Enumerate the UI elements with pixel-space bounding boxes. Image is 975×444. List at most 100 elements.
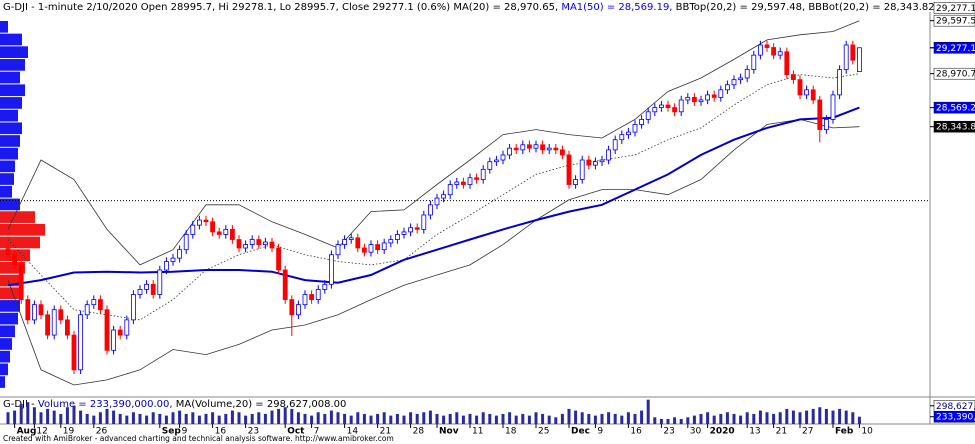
candle-body	[216, 231, 222, 235]
candle-body	[824, 119, 829, 130]
candle-body	[791, 74, 796, 81]
volume-bar	[712, 415, 716, 424]
x-tick-label: 18	[505, 427, 517, 437]
candle-body	[566, 154, 572, 185]
volume-bar	[587, 413, 591, 424]
candle-body	[111, 329, 116, 351]
candle-body	[857, 47, 862, 72]
candle-body	[797, 79, 803, 96]
x-tick-label: Feb	[835, 427, 854, 437]
overlay-line	[7, 20, 860, 266]
volume-bar	[151, 412, 155, 424]
volume-bar	[277, 408, 281, 424]
candle-body	[78, 314, 83, 371]
volume-profile-bar	[0, 376, 5, 388]
x-tick-label: 11	[472, 427, 483, 437]
candle-body	[328, 254, 334, 285]
candle-body	[467, 177, 473, 185]
volume-bar	[237, 412, 241, 424]
volume-bar	[739, 415, 743, 424]
candle-body	[269, 241, 275, 249]
candle-body	[427, 204, 433, 216]
candle-body	[124, 319, 130, 336]
x-tick-label: 9	[182, 427, 188, 437]
volume-bar	[250, 413, 254, 424]
candle-body	[672, 107, 677, 113]
volume-profile-bar	[0, 97, 22, 109]
candle-body	[335, 244, 341, 256]
x-tick-label: 21	[380, 427, 391, 437]
x-tick-label: Sep	[162, 427, 182, 437]
x-tick-label: 16	[215, 427, 227, 437]
candle-body	[711, 94, 717, 98]
x-tick-label: 28	[413, 427, 425, 437]
volume-bar	[560, 413, 564, 424]
volume-bar	[844, 410, 848, 424]
candle-body	[58, 309, 64, 321]
volume-bar	[640, 410, 644, 424]
volume-profile-bar	[0, 46, 28, 59]
volume-bar	[125, 415, 129, 424]
candle-body	[45, 314, 50, 336]
volume-bar	[349, 415, 353, 424]
candle-body	[170, 257, 176, 262]
overlay-line	[7, 73, 860, 321]
candle-body	[302, 294, 308, 306]
candle-body	[441, 194, 447, 199]
volume-bar	[541, 413, 545, 424]
volume-bar	[778, 412, 782, 424]
volume-bar	[501, 413, 505, 424]
candle-body	[295, 304, 301, 316]
volume-bar	[574, 410, 578, 424]
candle-body	[652, 107, 658, 113]
y-tick-box	[933, 101, 975, 114]
candle-body	[84, 304, 90, 316]
volume-bar	[461, 415, 465, 424]
volume-profile-bar	[0, 122, 22, 135]
volume-profile-bar	[0, 312, 18, 325]
candle-body	[144, 283, 150, 290]
volume-bar	[336, 412, 340, 424]
candle-body	[804, 89, 809, 96]
candle-body	[487, 161, 493, 170]
candle-body	[315, 289, 321, 300]
candle-body	[32, 304, 37, 321]
volume-bar	[52, 410, 56, 424]
volume-bar	[171, 412, 175, 424]
candle-body	[678, 99, 684, 113]
candle-body	[593, 161, 598, 166]
candle-body	[725, 84, 730, 91]
candle-body	[513, 147, 519, 151]
volume-bar	[316, 412, 320, 424]
volume-profile-bar	[0, 262, 25, 274]
x-tick-label: Oct	[287, 427, 305, 437]
candle-body	[520, 144, 526, 151]
volume-bar	[580, 412, 584, 424]
x-tick-label: 9	[597, 427, 603, 437]
volume-bar	[435, 413, 439, 424]
volume-profile-bar	[0, 84, 25, 97]
volume-bar	[224, 413, 228, 424]
candle-body	[606, 149, 611, 161]
candle-body	[65, 319, 70, 336]
candle-body	[527, 144, 532, 149]
volume-bar	[468, 413, 472, 424]
overlay-line	[7, 118, 860, 386]
x-tick-label: 12	[36, 427, 47, 437]
candle-body	[573, 179, 578, 185]
pane-title: G-DJI - Volume = 233,390,000.00, MA(Volu…	[3, 399, 346, 410]
volume-profile-bar	[0, 223, 45, 236]
candle-body	[447, 184, 453, 196]
volume-bar	[613, 413, 617, 424]
candle-body	[18, 264, 24, 300]
volume-bar	[772, 413, 776, 424]
volume-bar	[455, 412, 459, 424]
x-tick-label: 23	[663, 427, 674, 437]
x-tick-label: 27	[802, 427, 813, 437]
candle-body	[322, 283, 328, 290]
candle-body	[223, 228, 229, 235]
title-part: MA(Volume,20) = 298,627,008.00	[176, 399, 347, 410]
volume-bar	[230, 410, 234, 424]
candle-body	[381, 242, 387, 251]
